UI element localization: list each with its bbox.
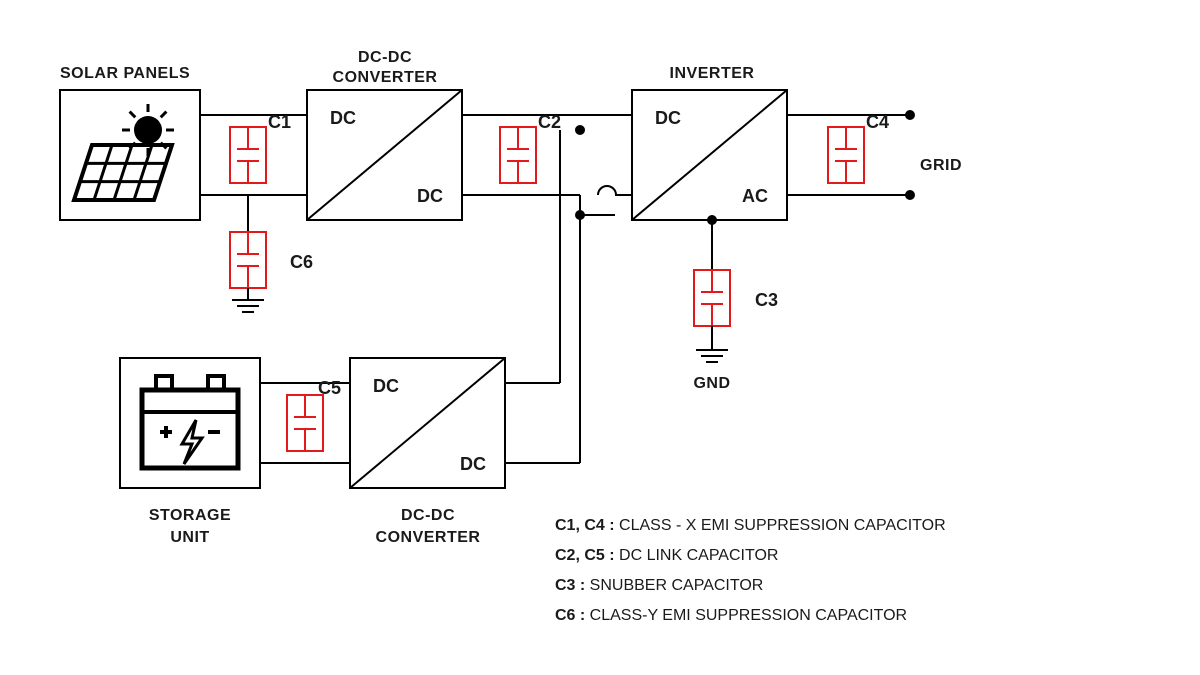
junction-dot xyxy=(905,190,915,200)
svg-text:CONVERTER: CONVERTER xyxy=(333,69,438,86)
cap-label-C2: C2 xyxy=(538,112,561,132)
svg-text:AC: AC xyxy=(742,186,768,206)
svg-text:DC: DC xyxy=(373,376,399,396)
svg-text:DC-DC: DC-DC xyxy=(401,507,455,524)
junction-dot xyxy=(707,215,717,225)
legend-row: C1, C4 : CLASS - X EMI SUPPRESSION CAPAC… xyxy=(555,517,946,534)
svg-text:DC: DC xyxy=(417,186,443,206)
junction-dot xyxy=(905,110,915,120)
svg-text:DC: DC xyxy=(460,454,486,474)
junction-dot xyxy=(575,210,585,220)
cap-label-C6: C6 xyxy=(290,252,313,272)
legend-row: C2, C5 : DC LINK CAPACITOR xyxy=(555,547,778,564)
junction-dot xyxy=(575,125,585,135)
legend-row: C6 : CLASS-Y EMI SUPPRESSION CAPACITOR xyxy=(555,607,907,624)
legend-row: C3 : SNUBBER CAPACITOR xyxy=(555,577,763,594)
cap-label-C1: C1 xyxy=(268,112,291,132)
svg-text:DC: DC xyxy=(655,108,681,128)
svg-text:UNIT: UNIT xyxy=(170,529,209,546)
cap-label-C4: C4 xyxy=(866,112,889,132)
svg-text:CONVERTER: CONVERTER xyxy=(376,529,481,546)
cap-label-C3: C3 xyxy=(755,290,778,310)
svg-text:DC-DC: DC-DC xyxy=(358,49,412,66)
svg-text:STORAGE: STORAGE xyxy=(149,507,231,524)
solar-title: SOLAR PANELS xyxy=(60,65,190,82)
grid-label: GRID xyxy=(920,157,962,174)
gnd-label: GND xyxy=(693,375,730,392)
cap-label-C5: C5 xyxy=(318,378,341,398)
inverter-title: INVERTER xyxy=(670,65,755,82)
svg-text:DC: DC xyxy=(330,108,356,128)
